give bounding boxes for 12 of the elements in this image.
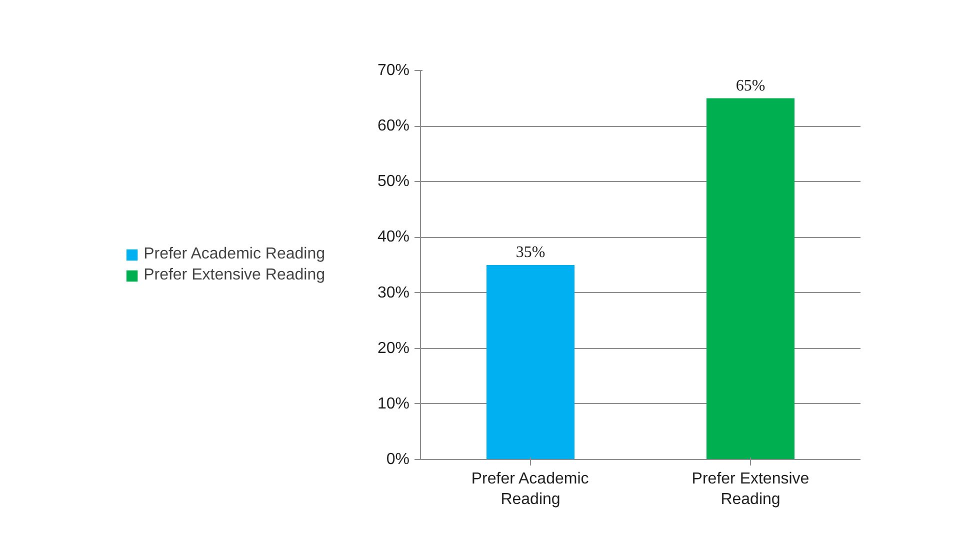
y-tick-label: 30% [377,284,410,302]
legend-label: Prefer Extensive Reading [144,266,325,284]
legend-label: Prefer Academic Reading [144,245,325,263]
y-tick-label: 50% [377,173,410,190]
data-label: 35% [516,244,546,261]
data-label: 65% [736,77,766,94]
y-tick-label: 10% [377,395,410,412]
y-tick-label: 60% [377,118,410,135]
y-tick-label: 40% [377,228,410,246]
y-tick-label: 70% [377,62,410,79]
y-tick-label: 0% [386,451,410,468]
y-tick-label: 20% [377,340,410,357]
